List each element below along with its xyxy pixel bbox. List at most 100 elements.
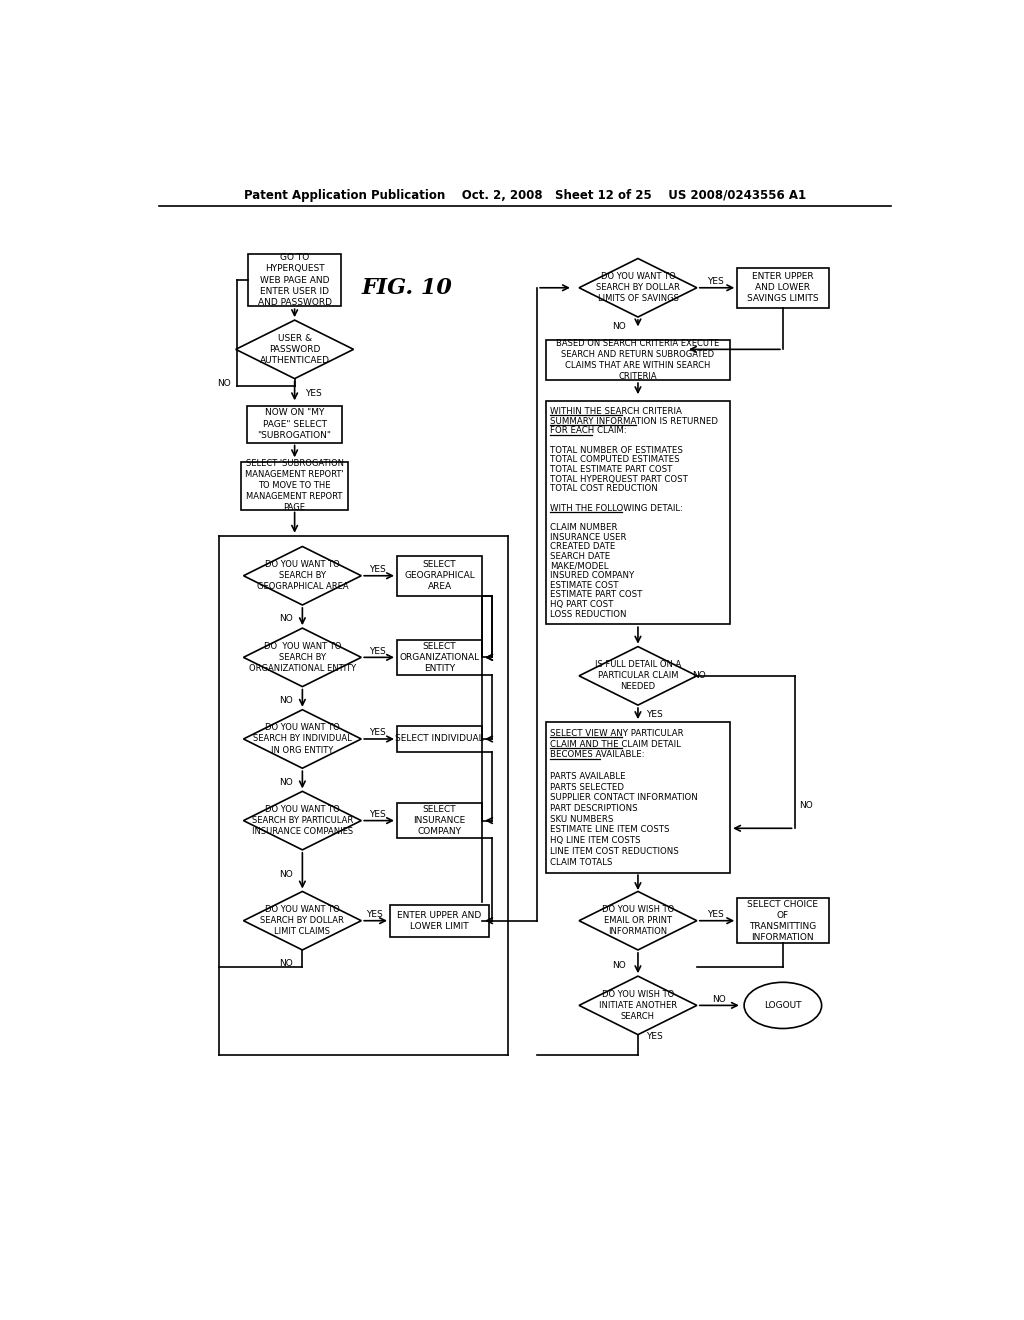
Text: NO: NO [712, 995, 725, 1003]
Text: BASED ON SEARCH CRITERIA EXECUTE
SEARCH AND RETURN SUBROGATED
CLAIMS THAT ARE WI: BASED ON SEARCH CRITERIA EXECUTE SEARCH … [556, 339, 720, 381]
Text: DO  YOU WANT TO
SEARCH BY
ORGANIZATIONAL ENTITY: DO YOU WANT TO SEARCH BY ORGANIZATIONAL … [249, 642, 356, 673]
FancyBboxPatch shape [737, 899, 828, 942]
FancyBboxPatch shape [737, 268, 828, 308]
Text: DO YOU WANT TO
SEARCH BY INDIVIDUAL
IN ORG ENTITY: DO YOU WANT TO SEARCH BY INDIVIDUAL IN O… [253, 723, 352, 755]
Text: INSURANCE USER: INSURANCE USER [550, 532, 627, 541]
Text: ESTIMATE COST: ESTIMATE COST [550, 581, 618, 590]
Text: SELECT CHOICE
OF
TRANSMITTING
INFORMATION: SELECT CHOICE OF TRANSMITTING INFORMATIO… [748, 899, 818, 942]
Polygon shape [236, 321, 353, 379]
Text: SELECT
INSURANCE
COMPANY: SELECT INSURANCE COMPANY [414, 805, 466, 836]
Text: CLAIM TOTALS: CLAIM TOTALS [550, 858, 612, 866]
Text: MAKE/MODEL: MAKE/MODEL [550, 561, 609, 570]
Text: FIG. 10: FIG. 10 [361, 277, 453, 298]
Text: NO: NO [280, 960, 293, 969]
Text: NO: NO [280, 777, 293, 787]
Text: TOTAL COST REDUCTION: TOTAL COST REDUCTION [550, 484, 658, 494]
Text: LOSS REDUCTION: LOSS REDUCTION [550, 610, 627, 619]
Text: DO YOU WISH TO
EMAIL OR PRINT
INFORMATION: DO YOU WISH TO EMAIL OR PRINT INFORMATIO… [602, 906, 674, 936]
Text: CREATED DATE: CREATED DATE [550, 543, 615, 552]
FancyBboxPatch shape [241, 462, 348, 510]
Text: BECOMES AVAILABLE:: BECOMES AVAILABLE: [550, 750, 645, 759]
Polygon shape [244, 710, 361, 768]
FancyBboxPatch shape [546, 341, 730, 380]
Text: YES: YES [366, 909, 383, 919]
Text: USER &
PASSWORD
AUTHENTICAED: USER & PASSWORD AUTHENTICAED [260, 334, 330, 364]
Text: SUPPLIER CONTACT INFORMATION: SUPPLIER CONTACT INFORMATION [550, 793, 698, 803]
Text: NO: NO [692, 672, 706, 680]
Polygon shape [579, 647, 697, 705]
Text: ENTER UPPER
AND LOWER
SAVINGS LIMITS: ENTER UPPER AND LOWER SAVINGS LIMITS [748, 272, 818, 304]
Text: DO YOU WANT TO
SEARCH BY DOLLAR
LIMITS OF SAVINGS: DO YOU WANT TO SEARCH BY DOLLAR LIMITS O… [596, 272, 680, 304]
Text: DO YOU WANT TO
SEARCH BY DOLLAR
LIMIT CLAIMS: DO YOU WANT TO SEARCH BY DOLLAR LIMIT CL… [260, 906, 344, 936]
Polygon shape [579, 259, 697, 317]
FancyBboxPatch shape [248, 253, 341, 306]
Text: NO: NO [280, 870, 293, 879]
Text: CLAIM AND THE CLAIM DETAIL: CLAIM AND THE CLAIM DETAIL [550, 739, 681, 748]
Text: PART DESCRIPTIONS: PART DESCRIPTIONS [550, 804, 638, 813]
Text: TOTAL HYPERQUEST PART COST: TOTAL HYPERQUEST PART COST [550, 475, 688, 483]
Text: DO YOU WANT TO
SEARCH BY PARTICULAR
INSURANCE COMPANIES: DO YOU WANT TO SEARCH BY PARTICULAR INSU… [252, 805, 353, 836]
Text: NO: NO [280, 614, 293, 623]
Text: YES: YES [305, 389, 322, 397]
Text: INSURED COMPANY: INSURED COMPANY [550, 572, 635, 581]
FancyBboxPatch shape [397, 726, 482, 752]
Text: SUMMARY INFORMATION IS RETURNED: SUMMARY INFORMATION IS RETURNED [550, 417, 719, 425]
Polygon shape [244, 546, 361, 605]
Text: FOR EACH CLAIM:: FOR EACH CLAIM: [550, 426, 627, 436]
Text: SELECT
ORGANIZATIONAL
ENTITY: SELECT ORGANIZATIONAL ENTITY [399, 642, 479, 673]
Polygon shape [244, 792, 361, 850]
Text: WITH THE FOLLOWING DETAIL:: WITH THE FOLLOWING DETAIL: [550, 503, 683, 512]
Text: IS FULL DETAIL ON A
PARTICULAR CLAIM
NEEDED: IS FULL DETAIL ON A PARTICULAR CLAIM NEE… [595, 660, 681, 692]
Text: HQ LINE ITEM COSTS: HQ LINE ITEM COSTS [550, 836, 641, 845]
Text: YES: YES [646, 1032, 663, 1040]
Text: SELECT INDIVIDUAL: SELECT INDIVIDUAL [395, 734, 484, 743]
Text: SELECT
GEOGRAPHICAL
AREA: SELECT GEOGRAPHICAL AREA [404, 560, 475, 591]
Text: PARTS SELECTED: PARTS SELECTED [550, 783, 625, 792]
Text: YES: YES [708, 277, 724, 286]
Text: CLAIM NUMBER: CLAIM NUMBER [550, 523, 617, 532]
FancyBboxPatch shape [397, 803, 482, 838]
Text: TOTAL NUMBER OF ESTIMATES: TOTAL NUMBER OF ESTIMATES [550, 446, 683, 454]
Text: NOW ON "MY
PAGE" SELECT
"SUBROGATION": NOW ON "MY PAGE" SELECT "SUBROGATION" [258, 408, 332, 440]
FancyBboxPatch shape [248, 405, 342, 442]
Text: YES: YES [370, 810, 386, 818]
FancyBboxPatch shape [390, 904, 489, 937]
Text: SEARCH DATE: SEARCH DATE [550, 552, 610, 561]
FancyBboxPatch shape [546, 401, 730, 624]
Text: NO: NO [799, 801, 813, 809]
Text: YES: YES [370, 647, 386, 656]
Text: LINE ITEM COST REDUCTIONS: LINE ITEM COST REDUCTIONS [550, 847, 679, 855]
Text: Patent Application Publication    Oct. 2, 2008   Sheet 12 of 25    US 2008/02435: Patent Application Publication Oct. 2, 2… [244, 189, 806, 202]
Text: ESTIMATE PART COST: ESTIMATE PART COST [550, 590, 643, 599]
Text: YES: YES [370, 565, 386, 574]
Text: ENTER UPPER AND
LOWER LIMIT: ENTER UPPER AND LOWER LIMIT [397, 911, 481, 931]
Text: DO YOU WISH TO
INITIATE ANOTHER
SEARCH: DO YOU WISH TO INITIATE ANOTHER SEARCH [599, 990, 677, 1020]
Ellipse shape [744, 982, 821, 1028]
Text: WITHIN THE SEARCH CRITERIA: WITHIN THE SEARCH CRITERIA [550, 407, 682, 416]
Text: TOTAL ESTIMATE PART COST: TOTAL ESTIMATE PART COST [550, 465, 673, 474]
Text: YES: YES [646, 710, 663, 719]
Polygon shape [579, 891, 697, 950]
Text: GO TO
HYPERQUEST
WEB PAGE AND
ENTER USER ID
AND PASSWORD: GO TO HYPERQUEST WEB PAGE AND ENTER USER… [258, 253, 332, 306]
Text: NO: NO [612, 961, 627, 970]
Text: NO: NO [280, 696, 293, 705]
Text: YES: YES [708, 909, 724, 919]
Text: NO: NO [217, 379, 231, 388]
FancyBboxPatch shape [397, 640, 482, 675]
Text: TOTAL COMPUTED ESTIMATES: TOTAL COMPUTED ESTIMATES [550, 455, 680, 465]
Text: SELECT VIEW ANY PARTICULAR: SELECT VIEW ANY PARTICULAR [550, 729, 684, 738]
Text: HQ PART COST: HQ PART COST [550, 601, 613, 609]
Polygon shape [579, 977, 697, 1035]
Text: DO YOU WANT TO
SEARCH BY
GEOGRAPHICAL AREA: DO YOU WANT TO SEARCH BY GEOGRAPHICAL AR… [257, 560, 348, 591]
FancyBboxPatch shape [546, 722, 730, 873]
Text: PARTS AVAILABLE: PARTS AVAILABLE [550, 772, 626, 781]
Text: ESTIMATE LINE ITEM COSTS: ESTIMATE LINE ITEM COSTS [550, 825, 670, 834]
FancyBboxPatch shape [397, 556, 482, 595]
Text: SELECT 'SUBROGATION
MANAGEMENT REPORT'
TO MOVE TO THE
MANAGEMENT REPORT
PAGE: SELECT 'SUBROGATION MANAGEMENT REPORT' T… [246, 459, 344, 512]
Polygon shape [244, 891, 361, 950]
Text: NO: NO [612, 322, 627, 331]
Text: LOGOUT: LOGOUT [764, 1001, 802, 1010]
Polygon shape [244, 628, 361, 686]
Text: SKU NUMBERS: SKU NUMBERS [550, 814, 613, 824]
Text: YES: YES [370, 729, 386, 738]
